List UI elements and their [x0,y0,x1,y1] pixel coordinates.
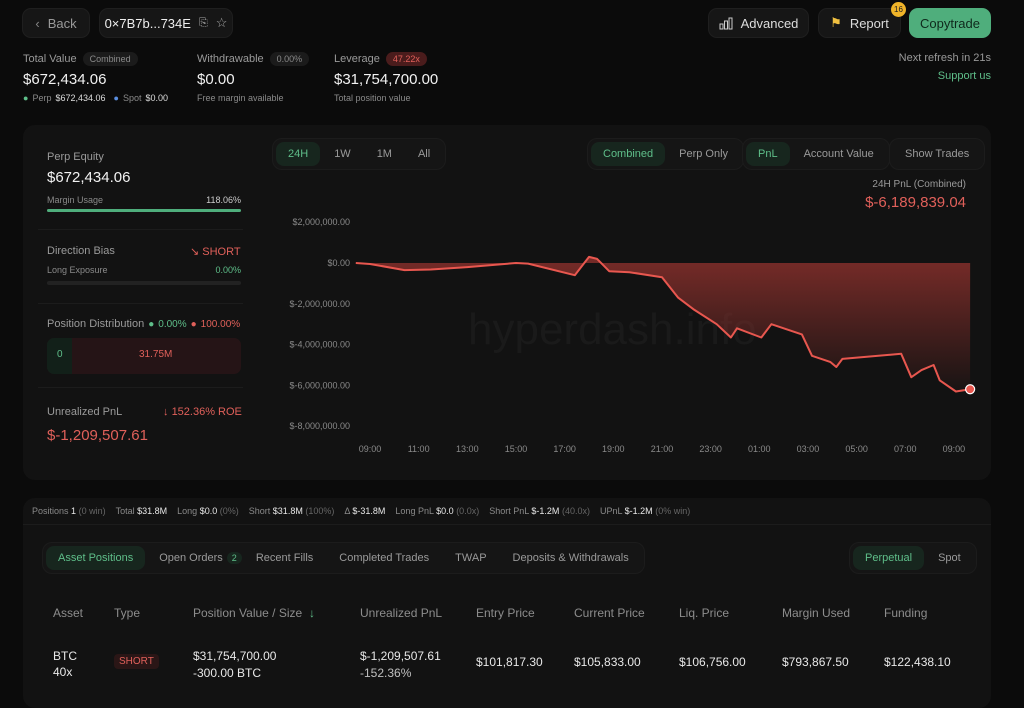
column-header: Asset [53,606,84,620]
x-tick-label: 09:00 [943,444,966,454]
x-tick-label: 15:00 [505,444,528,454]
chart-current-value: $-6,189,839.04 [865,194,966,211]
stat-item: Total $31.8M [115,506,168,516]
direction-badge: ↘ SHORT [190,246,241,258]
total-value: Total Value Combined $672,434.06 ● Perp $67… [23,52,168,103]
flag-icon: ⚑ [830,15,842,30]
y-tick-label: $0.00 [327,258,350,268]
report-badge: 16 [891,2,906,17]
star-icon[interactable]: ☆ [215,15,228,30]
column-header: Liq. Price [679,606,730,620]
column-header[interactable]: Position Value / Size [193,606,303,620]
tab-spot[interactable]: Spot [938,552,961,564]
positions-card [23,498,991,708]
x-tick-label: 13:00 [456,444,479,454]
y-tick-label: $-6,000,000.00 [289,380,350,390]
column-header: Unrealized PnL [360,606,443,620]
tab-1w[interactable]: 1W [334,148,351,160]
column-header: Margin Used [782,606,851,620]
tab-recent-fills[interactable]: Recent Fills [255,552,314,564]
stats-bar: Positions 1 (0 win) Total $31.8M Long $0.… [32,506,700,516]
stat-item: Long $0.0 (0%) [177,506,239,516]
distribution-bar: 0 31.75M [47,338,241,374]
stat-item: Δ $-31.8M [344,506,386,516]
stat-item: Short PnL $-1.2M (40.0x) [489,506,590,516]
tab-24h[interactable]: 24H [276,142,321,166]
address-chip: 0×7B7b...734E ⎘ ☆ [99,8,233,38]
y-tick-label: $-2,000,000.00 [289,299,350,309]
stat-item: Short $31.8M (100%) [248,506,335,516]
withdrawable: Withdrawable 0.00% $0.00 Free margin avai… [197,52,310,103]
tab-pnl[interactable]: PnL [746,142,790,166]
tab-1m[interactable]: 1M [376,148,392,160]
column-header: Type [114,606,141,620]
tab-all[interactable]: All [417,148,431,160]
column-header: Entry Price [476,606,535,620]
leverage: Leverage 47.22x $31,754,700.00 Total posi… [334,52,439,103]
tab-open-orders[interactable]: Open Orders [159,552,223,564]
chart-title: 24H PnL (Combined) [872,179,966,190]
x-tick-label: 23:00 [699,444,722,454]
tab-asset-positions[interactable]: Asset Positions [46,546,146,570]
copy-icon[interactable]: ⎘ [198,16,208,29]
arrow-down-icon: ↓ [163,406,172,418]
x-tick-label: 17:00 [553,444,576,454]
bar-chart-icon [719,17,733,29]
x-tick-label: 01:00 [748,444,771,454]
copytrade-button[interactable]: Copytrade [909,8,991,38]
advanced-button[interactable]: Advanced [708,8,809,38]
x-tick-label: 05:00 [845,444,868,454]
tab-account-value[interactable]: Account Value [803,148,874,160]
tab-perpetual[interactable]: Perpetual [853,546,925,570]
pnl-line [355,255,971,393]
open-orders-count: 2 [226,552,242,564]
tab-deposits-withdrawals[interactable]: Deposits & Withdrawals [512,552,629,564]
stat-item: Positions 1 (0 win) [32,506,106,516]
tab-combined[interactable]: Combined [591,142,666,166]
type-badge: SHORT [114,654,159,669]
refresh-timer: Next refresh in 21s [898,52,991,64]
current-point-marker [965,384,976,395]
perp-equity: $672,434.06 [47,169,131,186]
pnl-area [355,256,971,392]
x-tick-label: 03:00 [797,444,820,454]
tab-completed-trades[interactable]: Completed Trades [339,552,430,564]
x-tick-label: 19:00 [602,444,625,454]
long-exposure-bar [47,281,241,285]
margin-usage-bar [47,209,241,212]
support-link[interactable]: Support us [937,70,991,82]
y-tick-label: $-4,000,000.00 [289,340,350,350]
report-button[interactable]: ⚑ Report [818,8,901,38]
column-header: Funding [884,606,928,620]
unrealized-pnl: $-1,209,507.61 [47,427,148,444]
y-tick-label: $2,000,000.00 [292,217,350,227]
column-header: Current Price [574,606,645,620]
x-tick-label: 11:00 [408,444,430,454]
market-selector: Perpetual Spot [849,542,977,574]
tab-perp-only[interactable]: Perp Only [679,148,729,160]
trend-down-icon: ↘ [190,246,203,258]
range-selector: 24H 1W 1M All [272,138,447,170]
chevron-left-icon: ‹ [35,15,40,31]
x-tick-label: 07:00 [894,444,917,454]
y-tick-label: $-8,000,000.00 [289,421,350,431]
x-tick-label: 21:00 [651,444,674,454]
back-button[interactable]: ‹ Back [22,8,90,38]
sort-arrow-icon[interactable]: ↓ [309,606,315,620]
show-trades-toggle[interactable]: Show Trades [889,138,986,170]
positions-tabs: Asset Positions Open Orders 2 Recent Fills C… [42,542,645,574]
stat-item: Long PnL $0.0 (0.0x) [395,506,480,516]
position-distribution: Position Distribution ● 0.00% ● 100.00% [47,318,241,330]
tab-twap[interactable]: TWAP [455,552,487,564]
metric-selector: PnL Account Value [742,138,890,170]
x-tick-label: 09:00 [359,444,382,454]
stat-item: UPnL $-1.2M (0% win) [599,506,691,516]
